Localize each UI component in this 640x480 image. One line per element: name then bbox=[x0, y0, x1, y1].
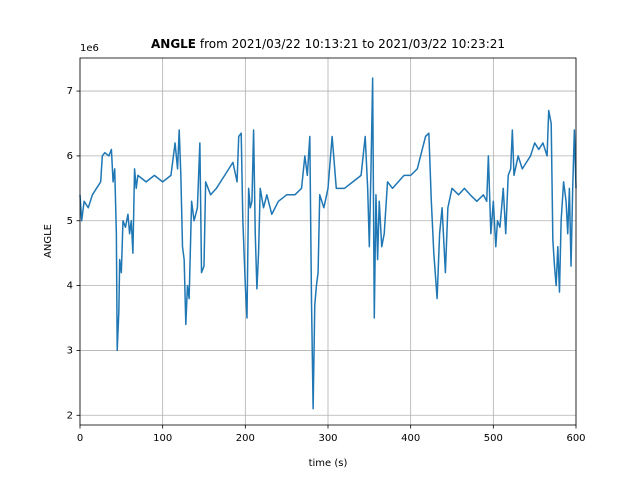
x-tick-label: 500 bbox=[484, 433, 503, 444]
y-axis-label: ANGLE bbox=[43, 224, 54, 258]
y-tick-label: 6 bbox=[67, 151, 73, 162]
x-tick-label: 300 bbox=[318, 433, 337, 444]
data-line bbox=[79, 77, 577, 410]
title-bold: ANGLE bbox=[151, 37, 196, 51]
x-tick-label: 600 bbox=[566, 433, 585, 444]
y-offset-label: 1e6 bbox=[80, 43, 99, 54]
y-tick-label: 4 bbox=[67, 281, 73, 292]
x-tick-label: 200 bbox=[236, 433, 255, 444]
y-tick-label: 5 bbox=[67, 216, 73, 227]
plot-frame bbox=[79, 57, 577, 426]
y-tick-label: 7 bbox=[67, 86, 73, 97]
y-tick-label: 3 bbox=[67, 345, 73, 356]
x-tick-label: 100 bbox=[153, 433, 172, 444]
y-tick-label: 2 bbox=[67, 410, 73, 421]
chart-title: ANGLE from 2021/03/22 10:13:21 to 2021/0… bbox=[151, 37, 505, 51]
x-axis-label: time (s) bbox=[309, 458, 348, 469]
x-tick-label: 0 bbox=[77, 433, 83, 444]
title-rest: from 2021/03/22 10:13:21 to 2021/03/22 1… bbox=[200, 37, 505, 51]
x-tick-label: 400 bbox=[401, 433, 420, 444]
